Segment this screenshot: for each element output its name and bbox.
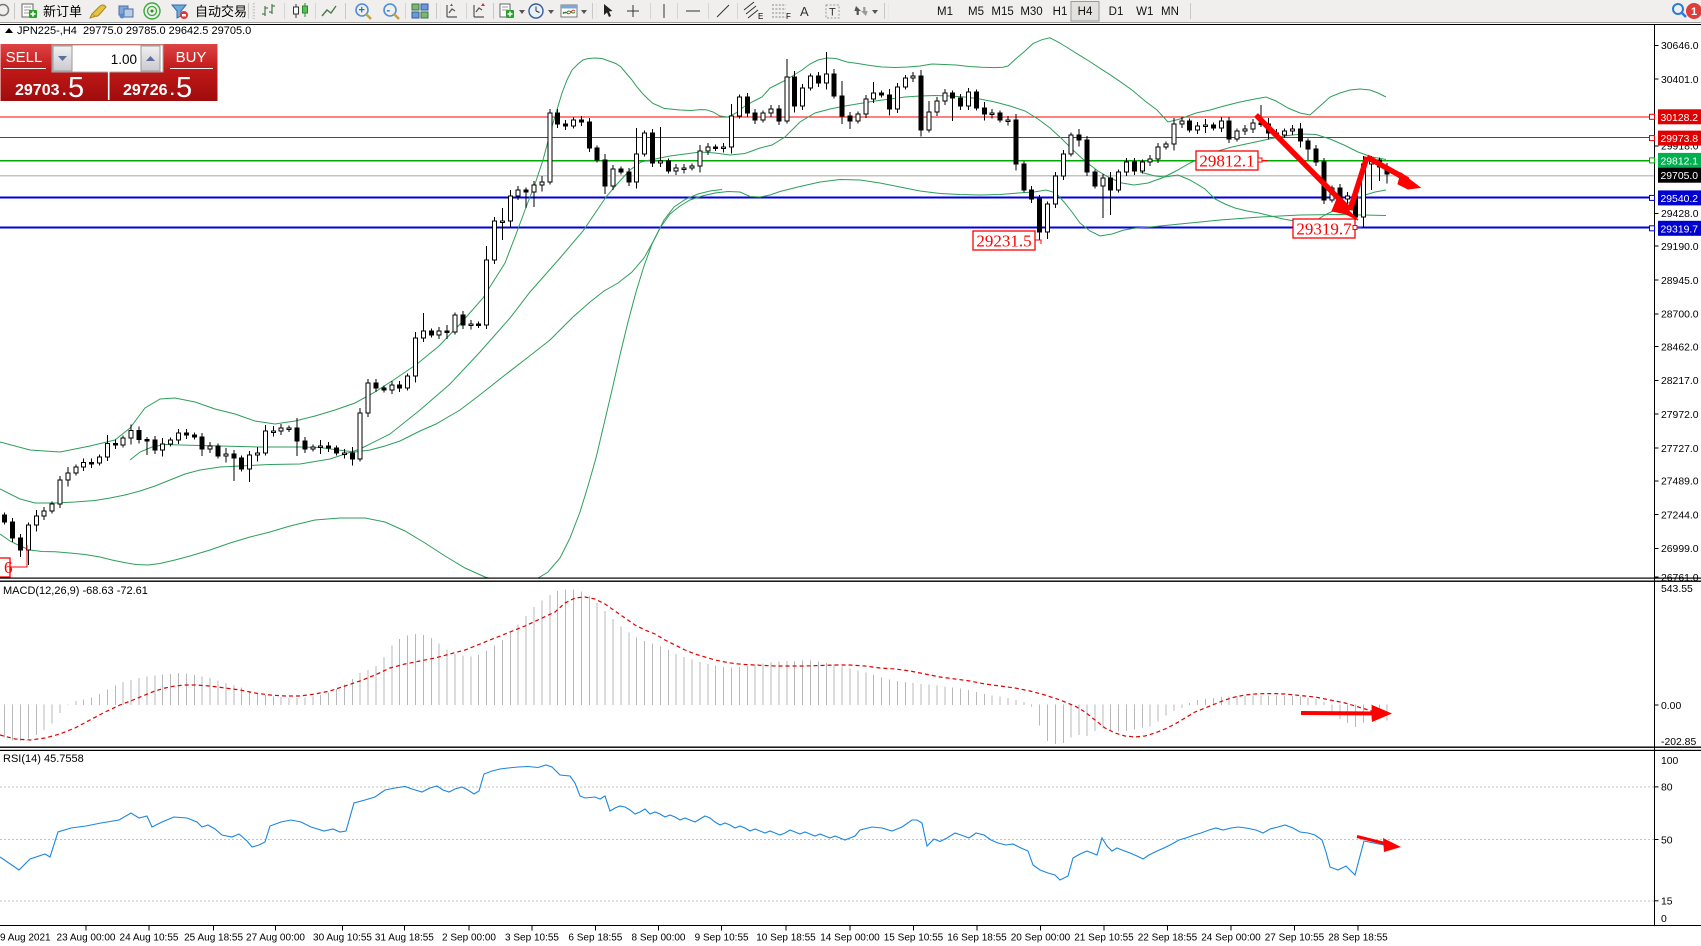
svg-text:0: 0 xyxy=(1661,914,1667,925)
svg-text:29231.5: 29231.5 xyxy=(976,232,1031,251)
svg-text:D1: D1 xyxy=(1109,6,1124,18)
svg-text:SELL: SELL xyxy=(6,49,43,66)
svg-text:3 Sep 10:55: 3 Sep 10:55 xyxy=(505,933,559,944)
svg-text:T: T xyxy=(829,7,836,19)
svg-text:M30: M30 xyxy=(1020,6,1042,18)
svg-text:27244.0: 27244.0 xyxy=(1661,510,1699,521)
svg-text:30646.0: 30646.0 xyxy=(1661,41,1699,52)
svg-text:27 Sep 10:55: 27 Sep 10:55 xyxy=(1265,933,1325,944)
svg-text:28217.0: 28217.0 xyxy=(1661,376,1699,387)
svg-text:29190.0: 29190.0 xyxy=(1661,242,1699,253)
svg-text:0.00: 0.00 xyxy=(1661,701,1681,712)
svg-text:5: 5 xyxy=(68,72,84,104)
svg-text:30 Aug 10:55: 30 Aug 10:55 xyxy=(313,933,372,944)
svg-text:29812.1: 29812.1 xyxy=(1661,156,1699,167)
svg-text:20 Sep 00:00: 20 Sep 00:00 xyxy=(1011,933,1071,944)
svg-text:29726: 29726 xyxy=(123,82,168,99)
svg-text:25 Aug 18:55: 25 Aug 18:55 xyxy=(184,933,243,944)
svg-text:JPN225-,H4 29775.0 29785.0 29: JPN225-,H4 29775.0 29785.0 29642.5 29705… xyxy=(17,25,251,37)
svg-text:24 Aug 10:55: 24 Aug 10:55 xyxy=(120,933,179,944)
svg-text:-: - xyxy=(387,5,391,17)
svg-text:23 Aug 00:00: 23 Aug 00:00 xyxy=(57,933,116,944)
svg-text:543.55: 543.55 xyxy=(1661,584,1693,595)
svg-text:29918.0: 29918.0 xyxy=(1661,142,1699,153)
svg-text:M5: M5 xyxy=(968,6,984,18)
svg-text:.: . xyxy=(62,82,66,99)
svg-text:6 Sep 18:55: 6 Sep 18:55 xyxy=(568,933,622,944)
svg-text:F: F xyxy=(786,12,791,21)
svg-text:自动交易: 自动交易 xyxy=(195,4,247,19)
svg-text:29705.0: 29705.0 xyxy=(1661,171,1699,182)
svg-text:22 Sep 18:55: 22 Sep 18:55 xyxy=(1138,933,1198,944)
svg-text:15 Sep 10:55: 15 Sep 10:55 xyxy=(884,933,944,944)
svg-text:新订单: 新订单 xyxy=(43,4,82,19)
svg-text:29703: 29703 xyxy=(15,82,60,99)
svg-text:2 Sep 00:00: 2 Sep 00:00 xyxy=(442,933,496,944)
svg-text:27489.0: 27489.0 xyxy=(1661,477,1699,488)
svg-text:9 Sep 10:55: 9 Sep 10:55 xyxy=(695,933,749,944)
svg-text:RSI(14) 45.7558: RSI(14) 45.7558 xyxy=(3,753,84,765)
svg-text:M1: M1 xyxy=(937,6,953,18)
svg-text:26999.0: 26999.0 xyxy=(1661,544,1699,555)
svg-text:26761.0: 26761.0 xyxy=(1661,573,1699,584)
svg-text:W1: W1 xyxy=(1136,6,1153,18)
svg-text:21 Sep 10:55: 21 Sep 10:55 xyxy=(1074,933,1134,944)
svg-text:16 Sep 18:55: 16 Sep 18:55 xyxy=(947,933,1007,944)
svg-text:9 Aug 2021: 9 Aug 2021 xyxy=(0,933,51,944)
svg-text:29319.7: 29319.7 xyxy=(1661,224,1699,235)
svg-text:MN: MN xyxy=(1161,6,1179,18)
svg-text:5: 5 xyxy=(176,72,192,104)
svg-text:100: 100 xyxy=(1661,756,1679,767)
svg-text:15: 15 xyxy=(1661,897,1673,908)
svg-text:10 Sep 18:55: 10 Sep 18:55 xyxy=(756,933,816,944)
svg-text:27727.0: 27727.0 xyxy=(1661,444,1699,455)
svg-text:H1: H1 xyxy=(1053,6,1068,18)
svg-text:A: A xyxy=(800,4,809,19)
svg-text:80: 80 xyxy=(1661,783,1673,794)
svg-text:28462.0: 28462.0 xyxy=(1661,342,1699,353)
svg-text:50: 50 xyxy=(1661,835,1673,846)
svg-text:31 Aug 18:55: 31 Aug 18:55 xyxy=(375,933,434,944)
svg-text:E: E xyxy=(758,12,763,21)
svg-text:.: . xyxy=(170,82,174,99)
svg-text:1.00: 1.00 xyxy=(111,52,137,67)
svg-text:-202.85: -202.85 xyxy=(1661,737,1696,748)
svg-text:30128.2: 30128.2 xyxy=(1661,113,1699,124)
svg-text:29319.7: 29319.7 xyxy=(1296,220,1352,239)
svg-text:28700.0: 28700.0 xyxy=(1661,310,1699,321)
svg-text:29973.8: 29973.8 xyxy=(1661,134,1699,145)
svg-text:28945.0: 28945.0 xyxy=(1661,276,1699,287)
svg-text:27972.0: 27972.0 xyxy=(1661,410,1699,421)
svg-text:27 Aug 00:00: 27 Aug 00:00 xyxy=(246,933,305,944)
svg-text:29540.2: 29540.2 xyxy=(1661,194,1699,205)
svg-text:30401.0: 30401.0 xyxy=(1661,75,1699,86)
svg-text:1: 1 xyxy=(1691,6,1697,18)
svg-text:29812.1: 29812.1 xyxy=(1199,152,1254,171)
svg-text:14 Sep 00:00: 14 Sep 00:00 xyxy=(820,933,880,944)
svg-text:H4: H4 xyxy=(1078,6,1093,18)
svg-text:28 Sep 18:55: 28 Sep 18:55 xyxy=(1328,933,1388,944)
svg-text:BUY: BUY xyxy=(176,49,207,66)
svg-text:M15: M15 xyxy=(991,6,1013,18)
svg-text:8 Sep 00:00: 8 Sep 00:00 xyxy=(632,933,686,944)
svg-text:MACD(12,26,9) -68.63 -72.61: MACD(12,26,9) -68.63 -72.61 xyxy=(3,585,148,597)
svg-text:24 Sep 00:00: 24 Sep 00:00 xyxy=(1201,933,1261,944)
svg-text:6: 6 xyxy=(4,558,13,577)
svg-text:29428.0: 29428.0 xyxy=(1661,209,1699,220)
svg-text:+: + xyxy=(359,5,365,17)
